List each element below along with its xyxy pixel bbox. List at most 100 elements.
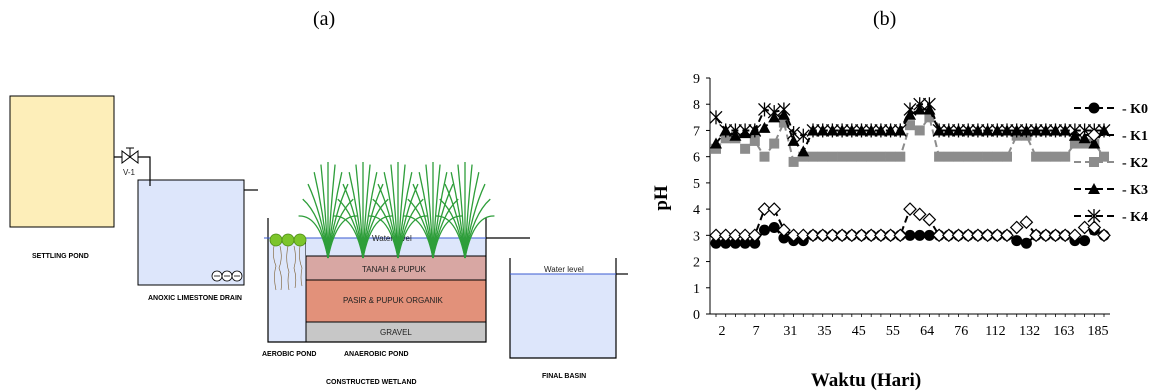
data-point [856,151,867,162]
legend-label: - K2 [1122,156,1148,171]
data-point [914,229,926,241]
reed-plant-icon [435,162,495,259]
data-point [885,151,896,162]
data-point [710,137,722,149]
data-point [1058,123,1072,138]
legend-item-k1: - K1 [1074,128,1148,144]
valve-icon [121,147,139,164]
x-axis-title: Waktu (Hari) [811,370,921,391]
legend-marker [1087,209,1101,223]
data-point [980,228,995,243]
data-point [728,123,742,138]
legend-label: - K0 [1122,102,1148,117]
data-point [1031,151,1042,162]
wetland-water-level-label: Water level [372,234,412,243]
data-point [1039,123,1053,138]
data-point [778,232,790,244]
data-point [913,97,927,112]
data-point [963,151,974,162]
data-point [864,123,878,138]
x-tick-label: 55 [886,324,900,339]
data-point [893,228,908,243]
data-point [710,237,722,249]
anaerobic-pond-label: ANAEROBIC POND [344,351,409,358]
legend-label: - K3 [1122,183,1148,198]
legend-item-k2: - K2 [1074,156,1148,171]
data-point [767,105,781,120]
legend-item-k3: - K3 [1074,183,1148,198]
data-point [835,228,849,243]
data-point [786,228,801,243]
data-point [767,202,782,216]
data-point [1097,228,1111,243]
y-tick-label: 6 [693,151,700,166]
series-k1 [709,202,1111,243]
data-point [922,97,936,112]
data-point [1040,151,1051,162]
legend-marker [1088,183,1100,194]
data-point [923,229,935,241]
data-point [992,151,1003,162]
y-axis-title: pH [651,185,672,211]
data-point [757,202,772,216]
data-point [855,123,868,138]
data-point [778,117,789,128]
data-point [718,228,733,243]
data-point [952,123,965,138]
data-point [846,151,857,162]
x-tick-label: 64 [920,324,934,339]
data-point [932,123,946,138]
y-tick-label: 2 [693,256,700,271]
data-point [1029,228,1043,243]
x-tick-label: 31 [783,324,797,339]
data-point [1048,228,1063,243]
data-point [759,151,770,162]
data-point [827,151,838,162]
legend-item-k0: - K0 [1074,102,1148,117]
final-water-level-label: Water level [544,265,584,274]
data-point [1002,151,1012,162]
data-point [1038,228,1053,243]
data-point [893,123,907,138]
anoxic-drain-tank [137,179,245,286]
data-point [912,207,927,222]
final-basin-label: FINAL BASIN [542,373,586,380]
data-point [874,228,888,243]
data-point [740,143,751,154]
panel-label-b: (b) [873,8,897,30]
data-point [990,228,1005,243]
y-tick-label: 1 [693,282,700,297]
data-point [769,138,780,149]
legend-label: - K4 [1122,210,1148,225]
data-point [709,228,723,243]
data-point [1079,235,1091,247]
data-point [1000,123,1014,138]
data-point [1020,237,1032,249]
x-tick-label: 76 [954,324,968,339]
data-point [837,151,848,162]
data-point [758,102,771,117]
data-point [787,126,801,141]
data-point [844,228,859,243]
y-tick-label: 4 [693,203,700,218]
x-tick-label: 185 [1088,324,1109,339]
data-point [914,125,925,136]
settling-pond-label: SETTLING POND [32,253,89,260]
data-point [1011,235,1023,247]
constructed-wetland-label: CONSTRUCTED WETLAND [326,379,417,386]
valve-label: V-1 [123,168,136,177]
data-point [971,228,985,243]
legend-marker [1087,128,1101,142]
x-tick-label: 7 [753,324,760,339]
data-point [796,228,811,243]
data-point [728,228,743,243]
treatment-diagram: SETTLING POND V-1 ANOXIC LIMESTONE DRAIN… [9,95,628,386]
data-point [943,151,954,162]
floating-plant-roots [273,245,303,291]
data-point [758,121,771,133]
anoxic-drain-label: ANOXIC LIMESTONE DRAIN [148,295,242,302]
data-point [874,123,888,138]
data-point [903,102,917,117]
data-point [932,228,946,243]
